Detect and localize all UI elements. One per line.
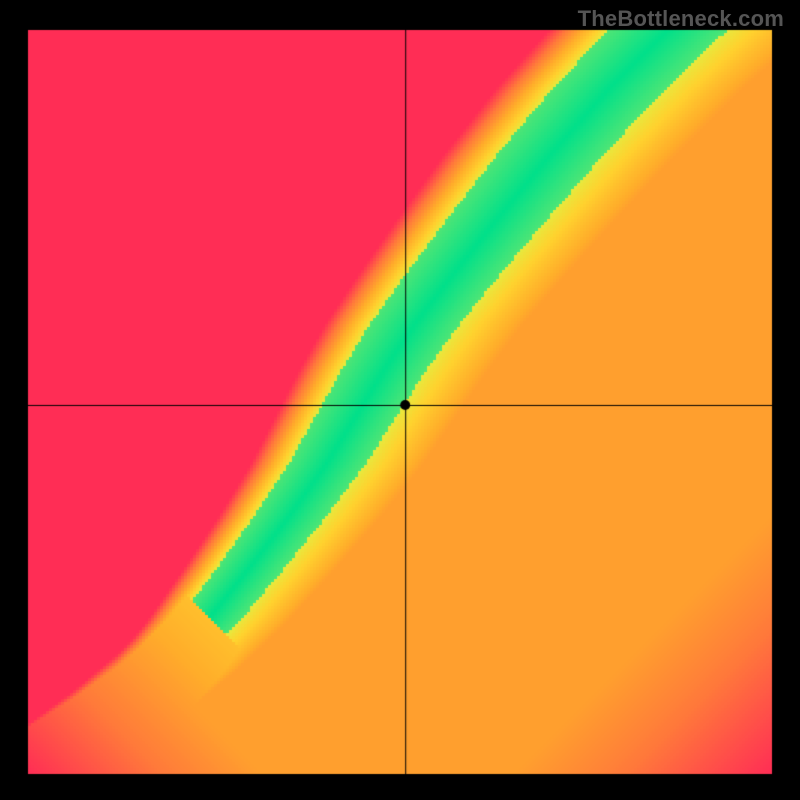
bottleneck-heatmap <box>0 0 800 800</box>
watermark-text: TheBottleneck.com <box>578 6 784 32</box>
chart-container: TheBottleneck.com <box>0 0 800 800</box>
